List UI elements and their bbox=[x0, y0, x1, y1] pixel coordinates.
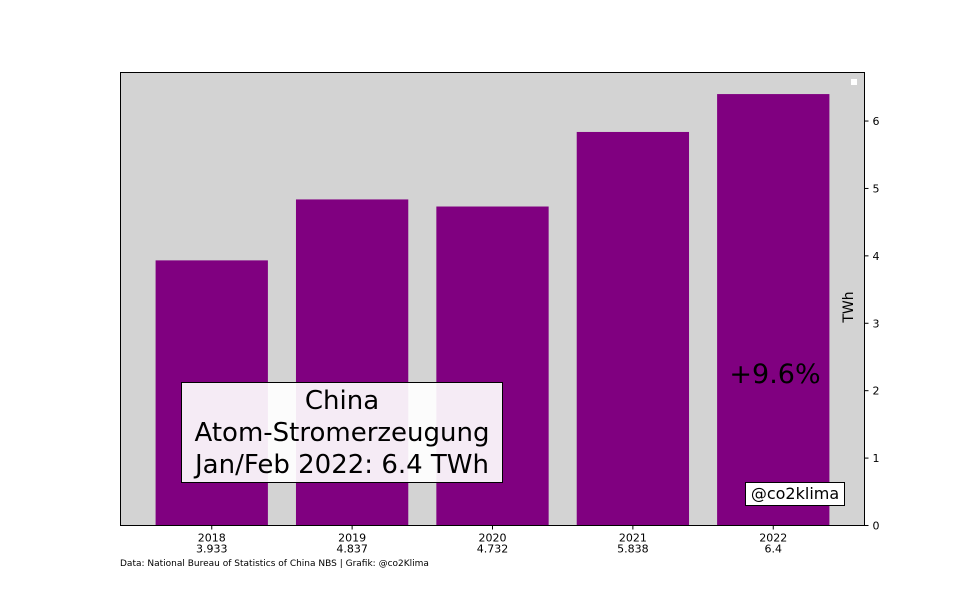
y-tick-label: 1 bbox=[873, 452, 880, 465]
y-tick-label: 2 bbox=[873, 385, 880, 398]
chart-title-line-2: Atom-Stromerzeugung bbox=[194, 418, 490, 448]
x-tick-label: 2022 bbox=[759, 532, 787, 545]
legend-marker bbox=[851, 79, 857, 85]
x-tick-value-label: 6.4 bbox=[765, 543, 783, 556]
x-tick-value-label: 4.732 bbox=[477, 543, 509, 556]
y-tick-label: 0 bbox=[873, 520, 880, 533]
chart-title-line-1: China bbox=[304, 386, 380, 416]
change-annotation: +9.6% bbox=[729, 359, 820, 390]
x-tick-value-label: 3.933 bbox=[196, 543, 228, 556]
y-axis-label: TWh bbox=[841, 291, 857, 323]
y-tick-label: 6 bbox=[873, 115, 880, 128]
y-tick-label: 4 bbox=[873, 250, 880, 263]
bar-2021 bbox=[576, 131, 690, 526]
author-handle: @co2klima bbox=[745, 482, 845, 506]
chart-title-box: China Atom-Stromerzeugung Jan/Feb 2022: … bbox=[181, 382, 503, 483]
x-tick-label: 2019 bbox=[338, 532, 366, 545]
chart-title-line-3: Jan/Feb 2022: 6.4 TWh bbox=[194, 450, 489, 480]
source-note: Data: National Bureau of Statistics of C… bbox=[120, 559, 429, 569]
y-tick-label: 3 bbox=[873, 317, 880, 330]
x-tick-label: 2018 bbox=[198, 532, 226, 545]
x-tick-value-label: 4.837 bbox=[336, 543, 368, 556]
x-tick-value-label: 5.838 bbox=[617, 543, 649, 556]
bar-2022 bbox=[717, 94, 830, 526]
x-tick-label: 2020 bbox=[479, 532, 507, 545]
y-tick-label: 5 bbox=[873, 182, 880, 195]
x-tick-label: 2021 bbox=[619, 532, 647, 545]
